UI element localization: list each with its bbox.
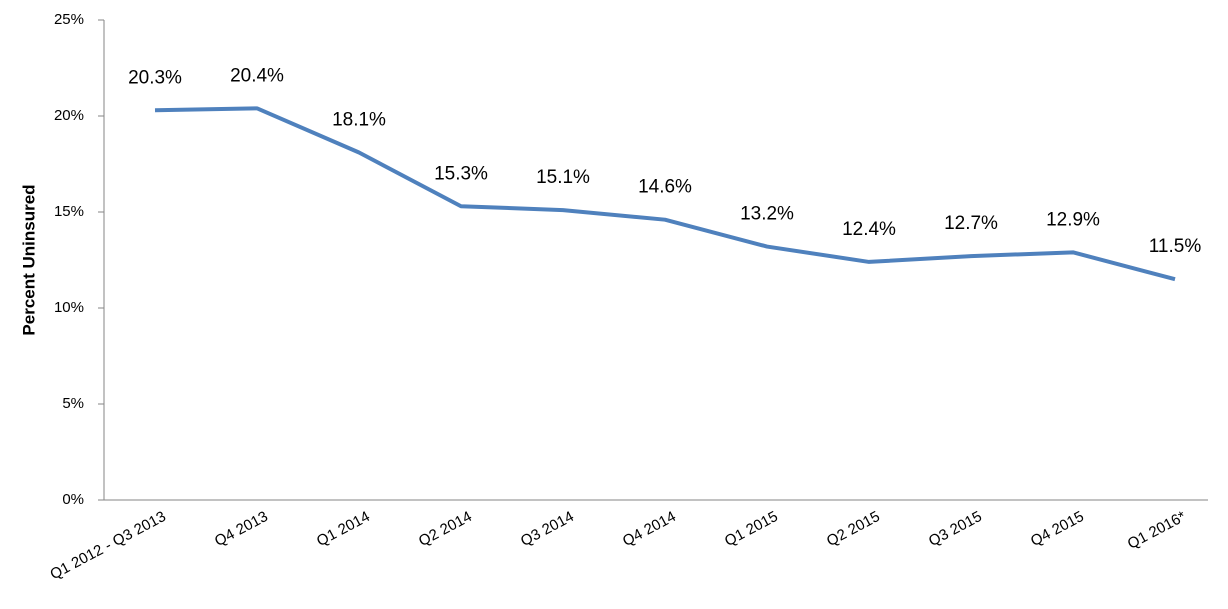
y-tick-label: 0%: [62, 491, 84, 508]
x-tick-label: Q2 2015: [824, 508, 883, 550]
data-label: 13.2%: [740, 204, 794, 225]
data-label: 18.1%: [332, 109, 386, 130]
data-label: 15.1%: [536, 167, 590, 188]
y-tick-label: 5%: [62, 395, 84, 412]
y-tick-label: 10%: [54, 299, 84, 316]
x-tick-label: Q4 2015: [1028, 508, 1087, 550]
data-label: 20.3%: [128, 67, 182, 88]
data-label: 15.3%: [434, 163, 488, 184]
y-axis-title: Percent Uninsured: [19, 184, 38, 335]
data-label: 12.7%: [944, 213, 998, 234]
data-label: 14.6%: [638, 177, 692, 198]
x-tick-label: Q1 2012 - Q3 2013: [47, 508, 168, 583]
y-tick-label: 25%: [54, 11, 84, 28]
y-tick-label: 20%: [54, 107, 84, 124]
x-tick-label: Q2 2014: [416, 508, 475, 550]
y-tick-label: 15%: [54, 203, 84, 220]
x-tick-label: Q4 2014: [620, 508, 679, 550]
x-tick-label: Q3 2015: [926, 508, 985, 550]
x-tick-label: Q1 2014: [314, 508, 373, 550]
x-tick-label: Q1 2016*: [1125, 508, 1189, 553]
data-label: 20.4%: [230, 65, 284, 86]
x-tick-label: Q3 2014: [518, 508, 577, 550]
data-label: 12.4%: [842, 219, 896, 240]
data-label: 11.5%: [1149, 236, 1202, 257]
line: [154, 106, 1176, 282]
x-tick-label: Q4 2013: [212, 508, 271, 550]
x-tick-label: Q1 2015: [722, 508, 781, 550]
data-label: 12.9%: [1046, 209, 1100, 230]
